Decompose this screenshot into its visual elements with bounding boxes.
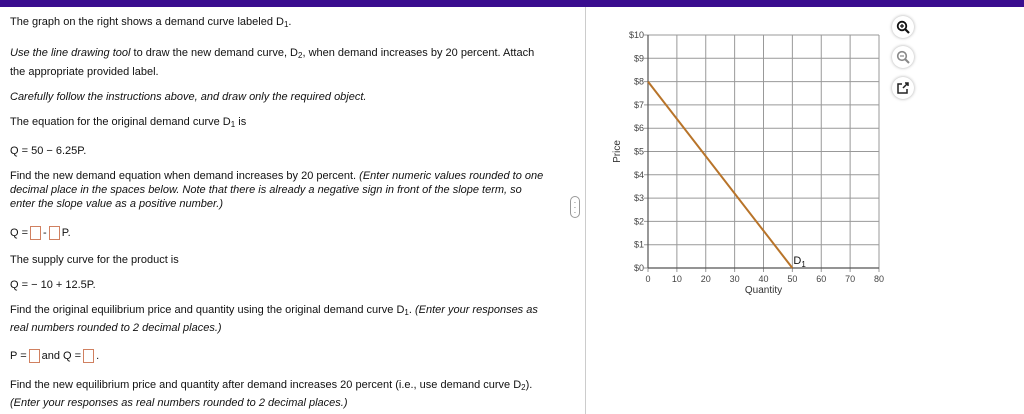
x-tick-label: 60 xyxy=(816,274,826,284)
new-demand-equation-row: Q = - P. xyxy=(10,226,71,241)
zoom-out-button[interactable] xyxy=(892,46,914,68)
new-demand-prompt-2: decimal place in the spaces below. Note … xyxy=(10,184,522,196)
y-tick-label: $5 xyxy=(634,147,644,157)
zoom-out-icon xyxy=(896,50,910,64)
curve-label-d1: D1 xyxy=(793,255,806,269)
y-tick-label: $4 xyxy=(634,170,644,180)
instruction-text-2: the appropriate provided label. xyxy=(10,66,159,78)
demand-equation: Q = 50 − 6.25P. xyxy=(10,145,87,157)
top-bar xyxy=(0,0,1024,7)
caution-text: Carefully follow the instructions above,… xyxy=(10,91,367,103)
supply-intro: The supply curve for the product is xyxy=(10,254,179,266)
new-equilibrium-prompt: Find the new equilibrium price and quant… xyxy=(10,379,533,392)
intercept-input[interactable] xyxy=(30,226,42,241)
pop-out-button[interactable] xyxy=(892,77,914,99)
new-demand-prompt: Find the new demand equation when demand… xyxy=(10,170,544,182)
x-axis-label: Quantity xyxy=(745,285,782,296)
equation-intro: The equation for the original demand cur… xyxy=(10,116,247,129)
x-tick-label: 0 xyxy=(645,274,650,284)
new-demand-prompt-3: enter the slope value as a positive numb… xyxy=(10,198,223,210)
y-tick-label: $0 xyxy=(634,263,644,273)
demand-chart[interactable]: 0 10 20 30 40 50 60 70 80 $0 $1 $2 $3 $4 $5 $6 $7 $8 $9 $10… xyxy=(600,20,890,300)
x-tick-label: 40 xyxy=(758,274,768,284)
x-tick-label: 80 xyxy=(874,274,884,284)
panel-divider xyxy=(585,7,586,414)
pop-out-icon xyxy=(897,82,909,94)
demand-curve-d1 xyxy=(647,80,794,269)
y-axis-label: Price xyxy=(612,140,623,163)
equilibrium-prompt-2: real numbers rounded to 2 decimal places… xyxy=(10,322,222,334)
y-tick-label: $2 xyxy=(634,216,644,226)
y-tick-label: $1 xyxy=(634,240,644,250)
price-input[interactable] xyxy=(28,349,40,364)
y-tick-label: $7 xyxy=(634,100,644,110)
x-tick-label: 50 xyxy=(787,274,797,284)
supply-equation: Q = − 10 + 12.5P. xyxy=(10,279,96,291)
x-tick-label: 10 xyxy=(672,274,682,284)
x-tick-label: 30 xyxy=(730,274,740,284)
y-tick-label: $10 xyxy=(629,30,644,40)
intro-text: The graph on the right shows a demand cu… xyxy=(10,16,292,29)
zoom-in-button[interactable] xyxy=(892,16,914,38)
resize-handle[interactable]: · · · xyxy=(570,196,580,218)
quantity-input[interactable] xyxy=(83,349,95,364)
instruction-text: Use the line drawing tool to draw the ne… xyxy=(10,47,535,60)
x-tick-label: 70 xyxy=(845,274,855,284)
equilibrium-row: P = and Q =. xyxy=(10,349,100,364)
new-equilibrium-prompt-2: (Enter your responses as real numbers ro… xyxy=(10,397,348,409)
y-tick-label: $9 xyxy=(634,53,644,63)
zoom-in-icon xyxy=(896,20,910,34)
y-tick-label: $3 xyxy=(634,193,644,203)
x-tick-label: 20 xyxy=(701,274,711,284)
slope-input[interactable] xyxy=(48,226,60,241)
y-tick-label: $6 xyxy=(634,123,644,133)
equilibrium-prompt: Find the original equilibrium price and … xyxy=(10,304,538,317)
y-tick-label: $8 xyxy=(634,77,644,87)
